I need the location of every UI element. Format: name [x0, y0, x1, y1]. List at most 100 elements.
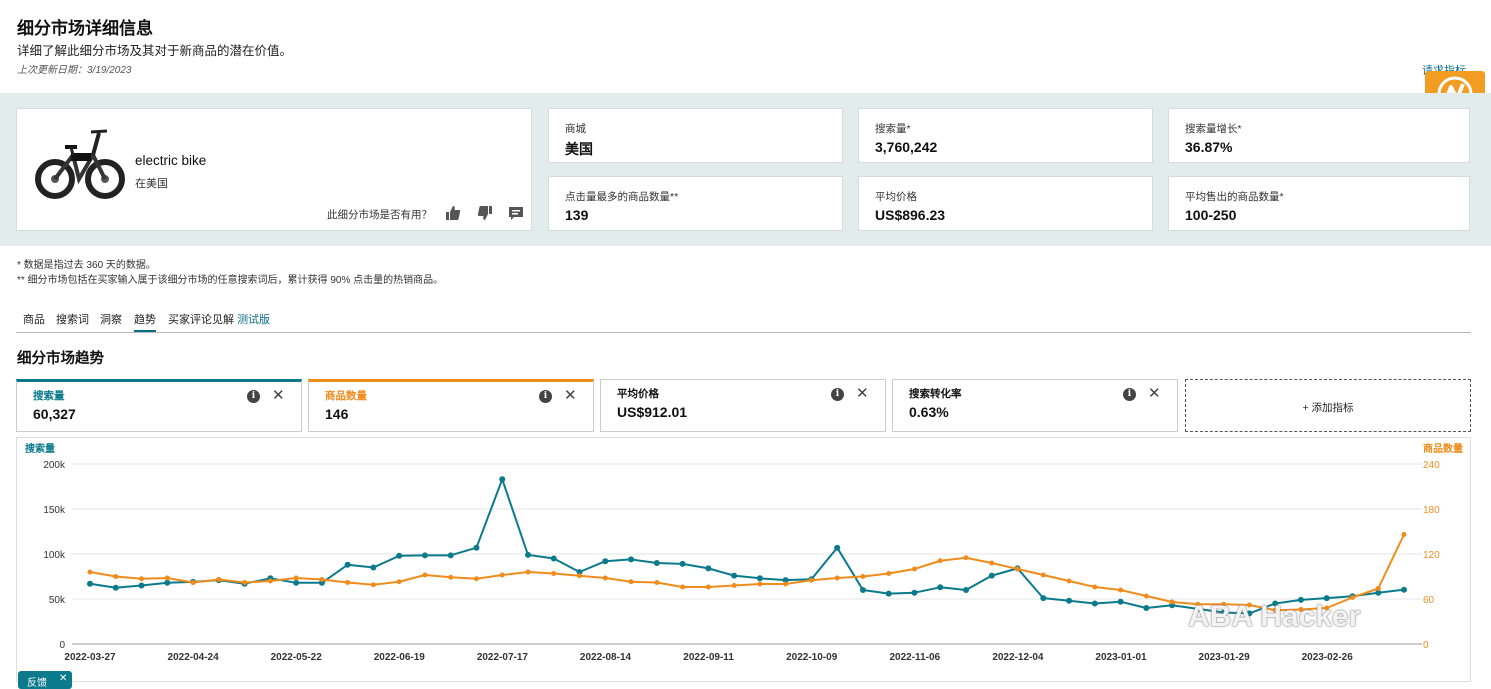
metric-label: 点击量最多的商品数量**	[565, 191, 679, 203]
data-point	[293, 579, 300, 586]
thumbs-up-icon[interactable]	[445, 205, 461, 221]
metric-card-search-growth: 搜索量增长* 36.87%	[1168, 108, 1470, 163]
data-point	[499, 476, 506, 483]
tab-insights[interactable]: 洞察	[100, 314, 122, 326]
data-point	[525, 551, 531, 558]
trend-chart: 200k 240 150k 180 100k 120 50k 60 0 0 搜索量 商品数量 2022-…	[16, 437, 1471, 682]
data-point	[1297, 596, 1304, 603]
data-point	[190, 580, 196, 585]
useful-question: 此细分市场是否有用？	[327, 209, 432, 221]
add-metric-button[interactable]: + 添加指标	[1185, 379, 1471, 432]
data-point	[1117, 598, 1124, 605]
x-tick-label: 2022-10-09	[786, 652, 838, 663]
data-point	[1272, 600, 1279, 607]
info-icon[interactable]: i	[247, 390, 260, 403]
trend-section-title: 细分市场趋势	[17, 351, 104, 367]
trend-card-label: 平均价格	[617, 388, 659, 400]
trend-card-value: US$912.01	[617, 404, 688, 420]
metric-value: 36.87%	[1185, 139, 1233, 155]
product-market: 在美国	[135, 178, 168, 190]
data-point	[937, 558, 943, 564]
data-point	[783, 581, 789, 587]
metric-value: US$896.23	[875, 207, 946, 223]
data-point	[1324, 605, 1330, 611]
metric-label: 商城	[565, 123, 586, 135]
metric-card-avg-price: 平均价格 US$896.23	[858, 176, 1153, 231]
data-point	[87, 569, 93, 575]
data-point	[1221, 601, 1227, 607]
trend-card-search-volume[interactable]: 搜索量 60,327 i ✕	[16, 379, 302, 432]
right-tick-label: 240	[1423, 460, 1440, 471]
close-icon[interactable]: ✕	[856, 385, 869, 402]
add-metric-label: + 添加指标	[1302, 402, 1354, 414]
close-icon[interactable]: ✕	[272, 387, 285, 404]
data-point	[344, 561, 351, 568]
data-point	[808, 577, 814, 583]
trend-chart-svg: 200k 240 150k 180 100k 120 50k 60 0 0 搜索量 商品数量 2022-…	[25, 442, 1463, 663]
data-point	[1375, 586, 1381, 591]
metric-value: 美国	[565, 141, 593, 157]
metric-card-search-volume: 搜索量* 3,760,242	[858, 108, 1153, 163]
data-point	[396, 579, 402, 585]
data-point	[1246, 602, 1252, 608]
tab-trends[interactable]: 趋势	[134, 311, 156, 332]
data-point	[447, 552, 454, 559]
close-icon[interactable]: ✕	[1148, 385, 1161, 402]
trend-card-avg-price[interactable]: 平均价格 US$912.01 i ✕	[600, 379, 886, 432]
metric-label: 平均价格	[875, 191, 917, 203]
info-icon[interactable]: i	[539, 390, 552, 403]
data-point	[1143, 605, 1150, 611]
metric-label: 搜索量增长*	[1185, 123, 1242, 135]
feedback-chip[interactable]: 反馈 ✕	[18, 671, 72, 689]
data-point	[1040, 572, 1046, 578]
trend-card-product-count[interactable]: 商品数量 146 i ✕	[308, 379, 594, 432]
x-tick-label: 2022-05-22	[271, 652, 323, 663]
data-point	[1195, 601, 1201, 607]
comment-icon[interactable]	[508, 205, 524, 221]
tab-review-insights[interactable]: 买家评论见解 测试版	[168, 311, 270, 327]
data-point	[267, 578, 273, 584]
right-tick-label: 0	[1423, 640, 1429, 651]
left-tick-label: 50k	[49, 595, 66, 606]
right-tick-label: 120	[1423, 550, 1440, 561]
page-subtitle: 详细了解此细分市场及其对于新商品的潜在价值。	[17, 44, 293, 58]
data-point	[963, 587, 969, 593]
data-point	[370, 582, 376, 588]
data-point	[989, 560, 995, 566]
metric-label: 平均售出的商品数量*	[1185, 191, 1284, 203]
data-point	[1401, 586, 1407, 593]
data-point	[1040, 595, 1047, 602]
left-tick-label: 0	[59, 640, 65, 651]
thumbs-down-icon[interactable]	[477, 205, 493, 221]
data-point	[551, 571, 557, 576]
product-name: electric bike	[135, 153, 207, 168]
data-point	[293, 575, 299, 581]
data-point	[1169, 599, 1175, 605]
tab-products[interactable]: 商品	[23, 314, 45, 326]
data-point	[138, 582, 145, 589]
watermark: ABA Hacker	[1188, 600, 1361, 633]
close-icon[interactable]: ✕	[59, 673, 68, 684]
data-point	[705, 565, 712, 572]
data-point	[1220, 609, 1227, 616]
x-tick-label: 2022-04-24	[168, 652, 220, 663]
tab-search-terms[interactable]: 搜索词	[56, 314, 89, 326]
data-point	[679, 560, 686, 567]
x-tick-label: 2022-03-27	[64, 652, 116, 663]
info-icon[interactable]: i	[1123, 388, 1136, 401]
data-point	[396, 552, 403, 559]
info-icon[interactable]: i	[831, 388, 844, 401]
data-point	[1118, 587, 1124, 593]
data-point	[242, 580, 248, 585]
metric-value: 139	[565, 207, 589, 223]
data-point	[1194, 605, 1201, 612]
trend-card-label: 搜索量	[33, 390, 65, 402]
data-point	[473, 544, 480, 551]
data-point	[731, 572, 738, 579]
close-icon[interactable]: ✕	[564, 387, 577, 404]
data-point	[112, 584, 119, 591]
data-point	[1015, 566, 1021, 572]
data-point	[911, 566, 917, 572]
data-point	[886, 571, 892, 576]
trend-card-conversion-rate[interactable]: 搜索转化率 0.63% i ✕	[892, 379, 1178, 432]
